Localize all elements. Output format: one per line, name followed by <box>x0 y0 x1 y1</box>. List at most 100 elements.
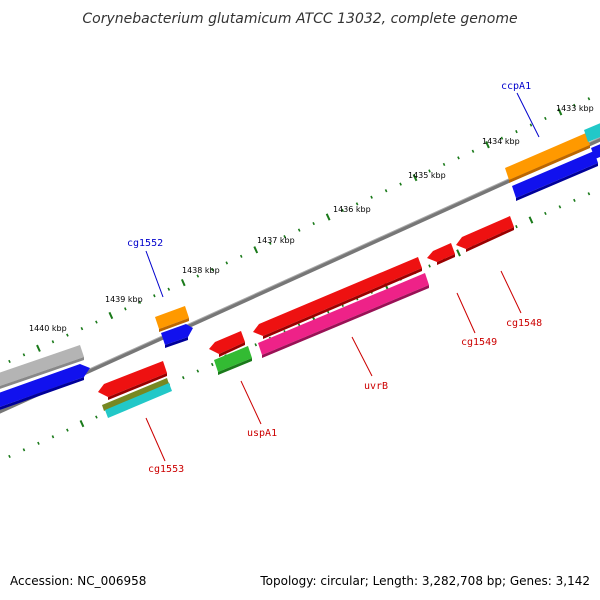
major-tick <box>485 141 490 149</box>
major-tick <box>36 344 41 352</box>
minor-tick <box>66 333 69 337</box>
minor-tick <box>8 454 11 459</box>
minor-tick <box>573 198 576 202</box>
major-tick <box>557 108 563 116</box>
minor-tick <box>8 359 11 364</box>
minor-tick <box>457 156 460 160</box>
major-tick <box>253 246 259 254</box>
minor-tick <box>268 241 272 245</box>
minor-tick <box>573 103 576 107</box>
tick-label-1435: 1435 kbp <box>408 171 446 180</box>
minor-tick <box>587 192 591 196</box>
feature-uvrb-magenta[interactable] <box>258 273 429 358</box>
feature-uspa1-green[interactable] <box>214 346 252 375</box>
minor-tick <box>138 300 142 304</box>
minor-tick <box>153 294 156 298</box>
minor-tick <box>225 261 229 265</box>
minor-tick <box>341 208 344 213</box>
minor-tick <box>312 221 315 226</box>
minor-tick <box>428 169 431 173</box>
minor-tick <box>283 235 287 239</box>
feature-red-small[interactable] <box>209 331 245 357</box>
minor-tick <box>210 267 214 272</box>
minor-tick <box>587 97 591 101</box>
major-tick <box>528 216 534 224</box>
minor-tick <box>529 123 533 127</box>
minor-tick <box>471 149 475 153</box>
feature-blue-orf-left[interactable] <box>0 364 90 412</box>
scale-labels: 1433 kbp 1434 kbp 1435 kbp 1436 kbp 1437… <box>29 104 594 333</box>
feature-blue-orf-right[interactable] <box>591 140 600 159</box>
major-tick <box>108 311 114 320</box>
gene-label-cg1549[interactable]: cg1549 <box>461 337 497 348</box>
gene-label-uspa1[interactable]: uspA1 <box>247 428 277 439</box>
minor-tick <box>95 320 98 324</box>
minor-tick <box>124 307 127 311</box>
minor-tick <box>355 202 359 206</box>
backbone <box>0 136 600 414</box>
label-leaders <box>145 92 540 462</box>
feature-cg1553-red[interactable] <box>98 361 167 400</box>
accession-text: Accession: NC_006958 <box>10 574 147 588</box>
forward-features <box>0 119 600 412</box>
feature-cg1552-orange[interactable] <box>155 306 189 332</box>
tick-label-1440: 1440 kbp <box>29 324 67 333</box>
minor-tick <box>37 441 40 445</box>
feature-cyan-orf-right[interactable] <box>584 119 600 142</box>
major-tick <box>412 173 418 182</box>
tick-label-1434: 1434 kbp <box>482 137 520 146</box>
tick-label-1436: 1436 kbp <box>333 205 371 214</box>
minor-tick <box>51 435 55 439</box>
feature-ccpa1-blue[interactable] <box>512 151 598 201</box>
feature-cg1552-blue[interactable] <box>161 324 193 348</box>
major-tick <box>325 213 331 221</box>
minor-tick <box>399 182 402 186</box>
minor-tick <box>239 254 243 258</box>
minor-tick <box>51 340 55 344</box>
minor-tick <box>181 376 185 380</box>
map-title: Corynebacterium glutamicum ATCC 13032, c… <box>82 11 517 27</box>
tick-label-1438: 1438 kbp <box>182 266 220 275</box>
minor-tick <box>515 224 518 229</box>
minor-tick <box>370 195 373 199</box>
gene-label-ccpa1[interactable]: ccpA1 <box>501 81 531 92</box>
genome-summary-text: Topology: circular; Length: 3,282,708 bp… <box>260 574 590 588</box>
tick-marks <box>8 97 591 459</box>
reverse-features <box>98 216 514 418</box>
gene-label-cg1552[interactable]: cg1552 <box>127 238 163 249</box>
gene-label-uvrb[interactable]: uvrB <box>364 381 388 392</box>
minor-tick <box>500 136 504 140</box>
gene-label-cg1553[interactable]: cg1553 <box>148 464 184 475</box>
minor-tick <box>384 189 388 193</box>
feature-ccpa1-orange[interactable] <box>505 133 590 183</box>
minor-tick <box>558 205 562 209</box>
minor-tick <box>544 211 547 216</box>
tick-label-1437: 1437 kbp <box>257 236 295 245</box>
minor-tick <box>167 287 171 291</box>
feature-gray-orf[interactable] <box>0 345 84 391</box>
minor-tick <box>196 369 200 373</box>
major-tick <box>79 419 85 428</box>
minor-tick <box>196 274 200 278</box>
minor-tick <box>297 228 301 232</box>
gene-label-cg1548[interactable]: cg1548 <box>506 318 542 329</box>
minor-tick <box>442 162 446 167</box>
feature-cg1549-red[interactable] <box>427 243 455 265</box>
tick-label-1433: 1433 kbp <box>556 104 594 113</box>
minor-tick <box>544 116 547 121</box>
minor-tick <box>22 448 26 452</box>
major-tick <box>180 278 186 287</box>
feature-cg1553-olive[interactable] <box>102 378 169 411</box>
feature-red-long[interactable] <box>253 257 422 339</box>
minor-tick <box>210 362 214 367</box>
minor-tick <box>95 415 98 419</box>
feature-cg1548-red[interactable] <box>456 216 514 252</box>
minor-tick <box>428 264 431 268</box>
feature-cg1553-cyan[interactable] <box>105 383 172 418</box>
minor-tick <box>515 129 518 134</box>
minor-tick <box>254 343 258 347</box>
minor-tick <box>22 353 26 357</box>
tick-label-1439: 1439 kbp <box>105 295 143 304</box>
major-tick <box>456 249 461 257</box>
